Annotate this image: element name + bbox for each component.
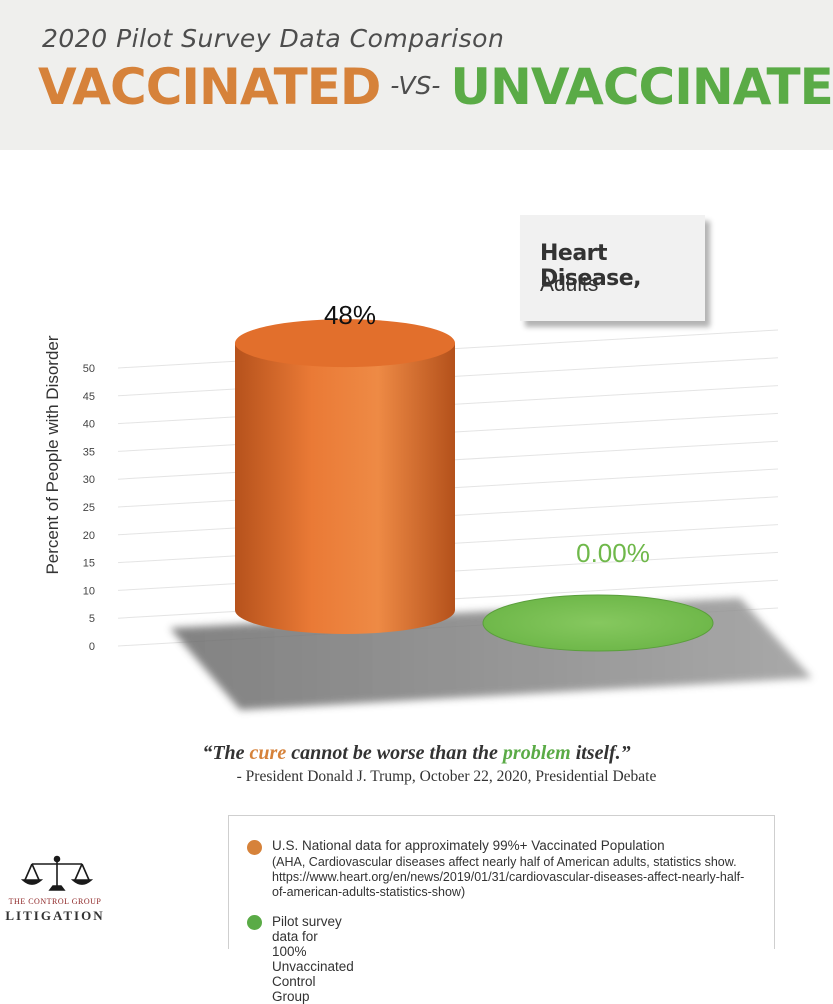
data-labels: 48% 0.00% [324, 300, 650, 568]
y-tick-label: 0 [89, 641, 95, 653]
bar-vaccinated-body [235, 343, 455, 634]
quote-part3: itself.” [570, 742, 631, 764]
y-axis-ticks: 0 5 10 15 20 25 30 35 40 45 50 [83, 363, 95, 653]
y-tick-label: 40 [83, 419, 95, 431]
label-box-line2: Adults [540, 273, 599, 296]
legend-dot-orange [247, 840, 262, 855]
data-label: 48% [324, 300, 376, 330]
y-tick-label: 35 [83, 446, 95, 458]
quote-problem: problem [502, 742, 571, 764]
title: VACCINATED -VS- UNVACCINATED [38, 58, 833, 116]
logo-text-bottom: LITIGATION [5, 908, 105, 923]
title-unvaccinated: UNVACCINATED [450, 58, 833, 116]
bar-vaccinated-top [235, 319, 455, 368]
y-tick-label: 50 [83, 363, 95, 375]
logo-text-top: THE CONTROL GROUP [8, 897, 102, 906]
header-banner [0, 0, 833, 150]
label-box-line1: Heart Disease, [540, 241, 642, 291]
y-tick-label: 10 [83, 585, 95, 597]
quote: “The cure cannot be worse than the probl… [0, 742, 833, 765]
chart: 0 5 10 15 20 25 30 35 40 45 50 Percent of People w… [43, 300, 812, 710]
y-tick-label: 5 [89, 613, 95, 625]
y-tick-label: 25 [83, 502, 95, 514]
quote-cure: cure [249, 742, 287, 764]
scales-of-justice-icon [20, 855, 94, 891]
data-label: 0.00% [576, 538, 650, 568]
y-tick-label: 30 [83, 474, 95, 486]
legend-dot-green [247, 915, 262, 930]
bar-unvaccinated-disc [482, 594, 714, 652]
y-tick-label: 15 [83, 558, 95, 570]
chart-label-box: Heart Disease, Adults [520, 215, 705, 321]
quote-attribution: - President Donald J. Trump, October 22,… [236, 768, 657, 785]
quote-part1: “The [202, 742, 250, 764]
title-vs: -VS- [390, 71, 441, 100]
legend-item1-label: U.S. National data for approximately 99%… [272, 838, 665, 853]
legend-item2-label: Pilot survey data for 100% Unvaccinated … [272, 914, 354, 1004]
subtitle: 2020 Pilot Survey Data Comparison [42, 24, 505, 53]
title-vaccinated: VACCINATED [38, 58, 381, 116]
y-axis-label: Percent of People with Disorder [43, 335, 62, 574]
legend: U.S. National data for approximately 99%… [228, 815, 775, 1004]
quote-part2: cannot be worse than the [286, 742, 503, 764]
y-tick-label: 45 [83, 391, 95, 403]
y-tick-label: 20 [83, 530, 95, 542]
bars [235, 319, 714, 652]
legend-item1-source: (AHA, Cardiovascular diseases affect nea… [272, 855, 745, 899]
